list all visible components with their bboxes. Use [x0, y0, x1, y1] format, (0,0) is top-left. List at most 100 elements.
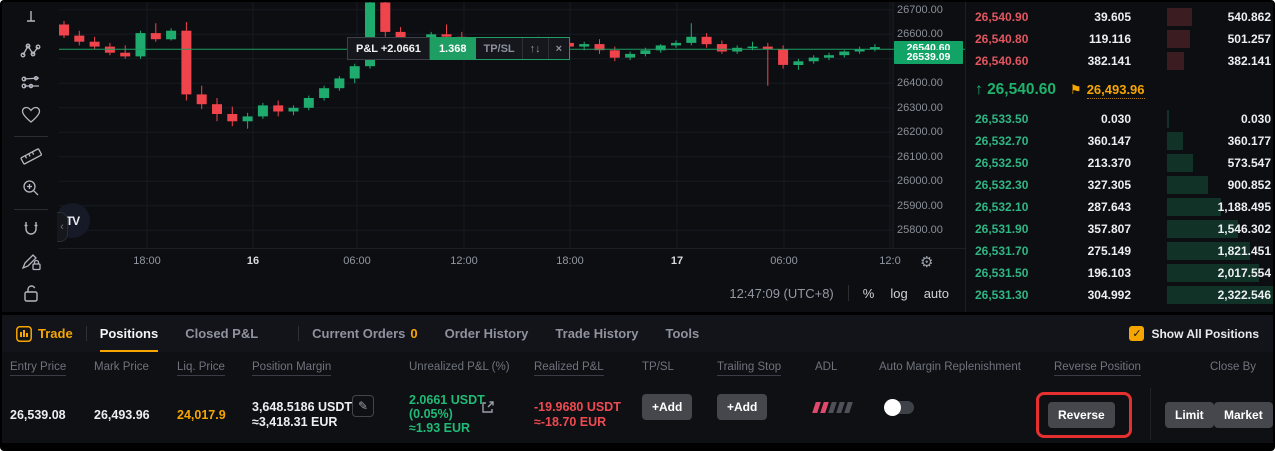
tab-positions[interactable]: Positions [99, 315, 158, 352]
chart-panel: ‹ TV P&L +2.0661 1.368 TP/SL ↑↓ × 26700.… [2, 2, 965, 312]
orderbook-ask-row[interactable]: 26,540.80 119.116 501.257 [966, 28, 1273, 50]
orderbook-panel: 26,540.90 39.605 540.862 26,540.80 119.116 50… [965, 2, 1273, 312]
close-limit-button[interactable]: Limit [1165, 402, 1214, 428]
toolbar-divider [13, 209, 48, 210]
ob-total: 501.257 [1227, 32, 1271, 46]
orderbook-bid-row[interactable]: 26,532.50 213.370 573.547 [966, 152, 1273, 174]
ob-qty: 213.370 [1087, 156, 1131, 170]
toggle-knob [884, 399, 901, 416]
liq-price-value: 24,017.9 [177, 408, 226, 422]
trailing-stop-add-button[interactable]: +Add [717, 394, 768, 420]
time-axis-label: 12:0 [879, 255, 901, 267]
orderbook-bid-row[interactable]: 26,532.70 360.147 360.177 [966, 130, 1273, 152]
header-liq-price: Liq. Price [177, 361, 225, 376]
orderbook-bid-row[interactable]: 26,531.70 275.149 1,821.451 [966, 240, 1273, 262]
close-position-line-icon[interactable]: × [555, 42, 563, 55]
price-axis-label: 26000.00 [897, 175, 943, 188]
orderbook-bid-row[interactable]: 26,532.30 327.305 900.852 [966, 174, 1273, 196]
orderbook-bids: 26,533.50 0.030 0.030 26,532.70 360.147 360.1… [966, 108, 1273, 306]
tpsl-add-button[interactable]: +Add [642, 394, 693, 420]
orderbook-ask-row[interactable]: 26,540.90 39.605 540.862 [966, 6, 1273, 28]
ob-total: 1,188.495 [1217, 200, 1271, 214]
depth-bar [1167, 30, 1190, 48]
orderbook-bid-row[interactable]: 26,533.50 0.030 0.030 [966, 108, 1273, 130]
ob-price: 26,540.80 [975, 32, 1029, 46]
price-axis-label: 25800.00 [897, 224, 943, 237]
percent-scale-button[interactable]: % [862, 285, 875, 301]
price-axis-label: 26600.00 [897, 28, 943, 41]
zoom-in-tool-icon[interactable] [14, 173, 48, 203]
ob-price: 26,540.90 [975, 10, 1029, 24]
lock-all-icon[interactable] [14, 278, 48, 308]
orderbook-asks: 26,540.90 39.605 540.862 26,540.80 119.116 50… [966, 2, 1273, 72]
drawing-lock-icon[interactable] [14, 246, 48, 276]
header-tp-sl: TP/SL [642, 361, 674, 373]
entry-price-value: 26,539.08 [10, 408, 66, 422]
reverse-position-button[interactable]: Reverse [1048, 402, 1115, 428]
ob-total: 540.862 [1227, 10, 1271, 24]
tab-tools[interactable]: Tools [665, 326, 700, 341]
tpsl-button[interactable]: TP/SL [476, 38, 523, 59]
ob-price: 26,532.50 [975, 156, 1029, 170]
ob-qty: 119.116 [1088, 32, 1131, 46]
chart-settings-gear-icon[interactable]: ⚙ [920, 254, 934, 271]
last-traded-price: ↑ 26,540.60 [975, 81, 1057, 98]
ruler-tool-icon[interactable] [14, 141, 48, 171]
favorites-heart-icon[interactable] [14, 100, 48, 130]
ob-price: 26,540.60 [975, 54, 1029, 68]
time-axis-label: 18:00 [133, 255, 161, 267]
show-all-positions[interactable]: ✓ Show All Positions [1129, 315, 1259, 352]
auto-scale-button[interactable]: auto [923, 285, 949, 301]
move-position-line-icon[interactable]: ↑↓ [523, 38, 549, 59]
tab-trade-history[interactable]: Trade History [555, 326, 639, 341]
orderbook-bid-row[interactable]: 26,531.90 357.807 1,546.302 [966, 218, 1273, 240]
position-line-buttons: TP/SL ↑↓ × [475, 37, 571, 60]
toolbar-divider [13, 136, 48, 137]
ob-total: 1,821.451 [1217, 244, 1271, 258]
orderbook-bid-row[interactable]: 26,531.30 304.992 2,322.546 [966, 284, 1273, 306]
time-axis[interactable]: 18:00 16 06:00 12:00 18:00 17 06:00 12:0 [2, 248, 965, 274]
depth-bar [1167, 132, 1184, 150]
trade-candles-icon [16, 325, 32, 342]
ob-price: 26,531.90 [975, 222, 1029, 236]
time-axis-label: 06:00 [770, 255, 798, 267]
orderbook-ask-row[interactable]: 26,540.60 382.141 382.141 [966, 50, 1273, 72]
log-scale-button[interactable]: log [890, 285, 908, 301]
header-reverse-position: Reverse Position [1054, 361, 1141, 376]
orderbook-bid-row[interactable]: 26,532.10 287.643 1,188.495 [966, 196, 1273, 218]
edit-margin-button[interactable]: ✎ [352, 395, 374, 417]
mark-price-value[interactable]: 26,493.96 [1086, 81, 1145, 99]
position-line-widget: P&L +2.0661 1.368 TP/SL ↑↓ × [347, 37, 571, 60]
ob-qty: 327.305 [1087, 178, 1131, 192]
time-axis-label: 17 [670, 255, 684, 267]
time-axis-label: 18:00 [556, 255, 584, 267]
ob-total: 2,322.546 [1217, 288, 1271, 302]
adl-bar [844, 402, 853, 413]
show-all-checkbox[interactable]: ✓ [1129, 326, 1145, 341]
auto-margin-toggle[interactable] [884, 399, 914, 416]
ob-price: 26,532.30 [975, 178, 1029, 192]
close-market-button[interactable]: Market [1214, 402, 1273, 428]
ob-total: 1,546.302 [1217, 222, 1271, 236]
orderbook-last-price-row: ↑ 26,540.60 ⚑ 26,493.96 [966, 72, 1273, 108]
share-pnl-button[interactable] [480, 400, 495, 415]
toolbar-collapse-handle[interactable]: ‹ [57, 212, 68, 242]
tab-trade[interactable]: Trade [16, 325, 73, 342]
tab-current-orders[interactable]: Current Orders 0 [312, 326, 418, 341]
pencil-icon: ✎ [357, 399, 369, 413]
ob-price: 26,531.70 [975, 244, 1029, 258]
xabcd-pattern-tool-icon[interactable] [14, 36, 48, 66]
trend-line-tool-icon[interactable] [14, 4, 48, 34]
forecast-tool-icon[interactable] [14, 68, 48, 98]
orderbook-bid-row[interactable]: 26,531.50 196.103 2,017.554 [966, 262, 1273, 284]
positions-table-row: 26,539.08 26,493.96 24,017.9 3,648.5186 … [2, 384, 1273, 444]
ob-price: 26,532.10 [975, 200, 1029, 214]
magnet-tool-icon[interactable] [14, 214, 48, 244]
tab-order-history[interactable]: Order History [444, 326, 529, 341]
price-axis-label: 26200.00 [897, 126, 943, 139]
chart-status-row: 12:47:09 (UTC+8) % log auto [2, 278, 965, 308]
depth-bar [1167, 52, 1185, 70]
tab-closed-p-l[interactable]: Closed P&L [185, 326, 259, 341]
header-mark-price: Mark Price [94, 361, 149, 373]
depth-bar [1167, 286, 1273, 304]
